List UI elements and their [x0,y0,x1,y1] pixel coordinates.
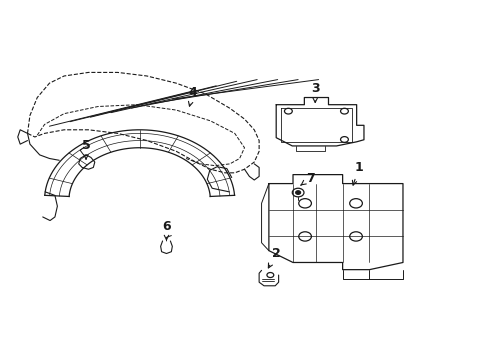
Text: 2: 2 [268,247,280,268]
Text: 5: 5 [81,139,90,159]
Text: 4: 4 [188,86,197,106]
Text: 6: 6 [162,220,170,240]
Circle shape [295,191,300,194]
Text: 7: 7 [300,172,314,185]
Text: 1: 1 [352,161,363,185]
Text: 3: 3 [310,82,319,103]
